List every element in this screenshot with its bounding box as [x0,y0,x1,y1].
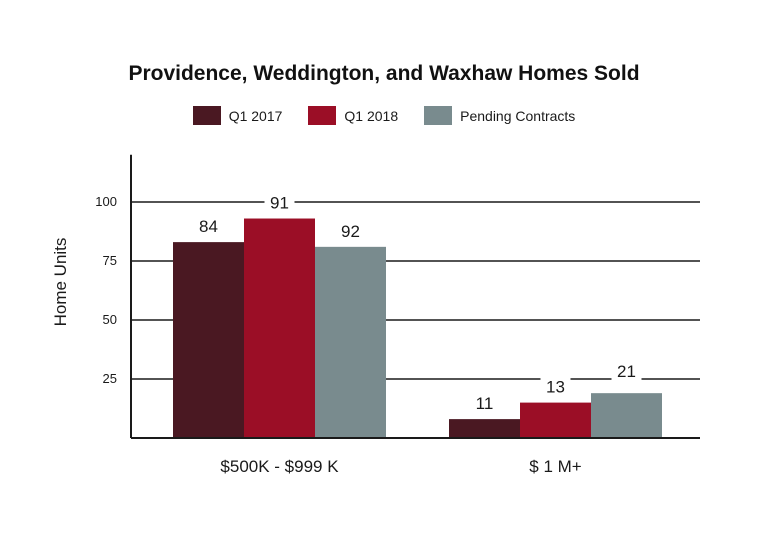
y-tick-label-100: 100 [95,194,117,209]
data-label-500k-999k-pending: 92 [341,222,360,241]
bar-1m-plus-q1-2017 [449,419,520,438]
data-label-bg-500k-999k-q1-2018 [264,192,295,214]
data-label-bg-1m-plus-q1-2018 [540,376,571,398]
legend-label-pending: Pending Contracts [460,107,576,124]
category-label-1m-plus: $ 1 M+ [529,457,582,476]
category-labels: $500K - $999 K $ 1 M+ [220,457,581,476]
data-label-1m-plus-pending: 21 [617,362,636,381]
legend-swatch-q1-2017 [192,106,221,125]
legend-item-q1-2018: Q1 2018 [308,106,398,125]
data-label-bg-500k-999k-pending [335,220,366,242]
legend-label-q1-2018: Q1 2018 [344,107,399,124]
bar-500k-999k-q1-2018 [244,218,315,438]
data-labels: 84 91 92 11 13 21 [193,192,642,415]
y-tick-labels: 25 50 75 100 [95,194,117,386]
legend-item-q1-2017: Q1 2017 [192,106,283,125]
y-tick-label-75: 75 [103,253,117,268]
y-tick-label-25: 25 [103,371,117,386]
data-label-bg-1m-plus-q1-2017 [469,393,500,415]
legend: Q1 2017 Q1 2018 Pending Contracts [0,106,768,125]
chart-title: Providence, Weddington, and Waxhaw Homes… [128,62,640,85]
data-label-500k-999k-q1-2018: 91 [270,194,289,213]
data-label-bg-500k-999k-q1-2017 [193,216,224,238]
bar-500k-999k-q1-2017 [173,242,244,438]
category-label-500k-999k: $500K - $999 K [220,457,339,476]
data-label-1m-plus-q1-2017: 11 [476,394,494,413]
legend-swatch-q1-2018 [308,106,337,125]
y-axis-title: Home Units [51,238,70,327]
bars [173,218,662,438]
y-tick-label-50: 50 [103,312,117,327]
bar-1m-plus-q1-2018 [520,402,591,438]
bar-500k-999k-pending [315,246,386,438]
data-label-bg-1m-plus-pending [611,361,642,383]
legend-label-q1-2017: Q1 2017 [228,107,283,124]
data-label-1m-plus-q1-2018: 13 [546,378,565,397]
data-label-500k-999k-q1-2017: 84 [199,217,218,236]
legend-item-pending: Pending Contracts [424,106,575,125]
bar-1m-plus-pending [591,393,662,438]
legend-swatch-pending [424,106,453,125]
